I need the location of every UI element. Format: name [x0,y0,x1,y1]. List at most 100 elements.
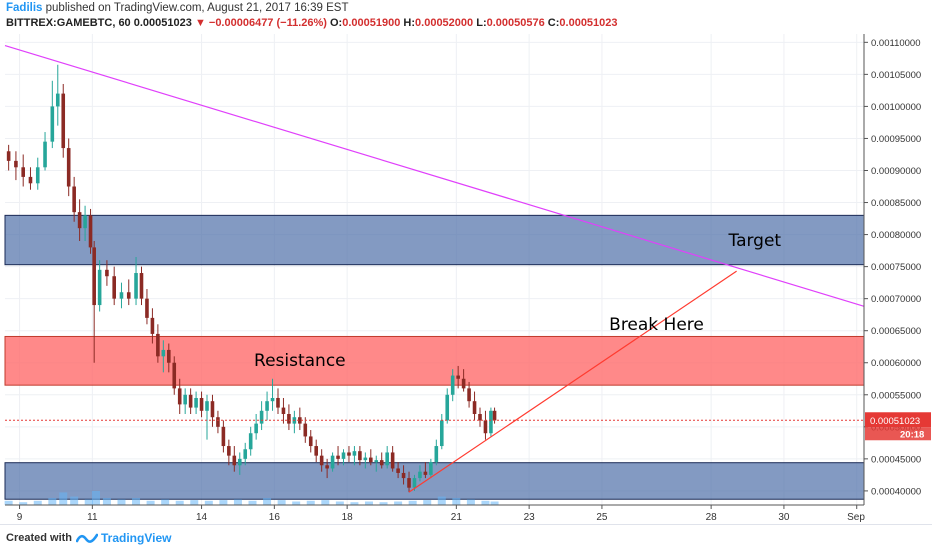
candle-body [205,401,209,411]
candle-body [379,460,384,466]
time-tick-label: 18 [342,512,354,523]
volume-bar [219,500,228,505]
volume-bar [408,500,417,505]
volume-bar [350,502,359,505]
candle-body [134,273,138,299]
volume-bar [437,496,446,505]
annotation-target: Target [728,231,782,251]
candle-body [21,167,25,177]
footer-bar: Created with TradingView [0,524,932,551]
volume-bar [204,500,213,505]
open-value: 0.00051900 [342,17,401,29]
candle-body [35,167,40,184]
candle-body [439,420,444,447]
time-tick-label: 21 [451,512,463,523]
resistance-zone-box [4,335,865,386]
candle-body [248,433,253,450]
price-tick-label: 0.00080000 [871,230,921,241]
candle-body [467,388,471,402]
volume-bar [33,500,42,505]
last-price-tag [865,412,931,428]
volume-bar [292,501,301,505]
tradingview-logo-icon[interactable] [76,531,98,545]
candle-body [199,397,204,411]
candle-body [156,333,160,357]
volume-bar [70,496,79,505]
candle-body [461,378,466,389]
volume-bar [364,501,373,505]
volume-bar [84,499,93,505]
candle-body [83,215,87,229]
candle-body [385,452,389,466]
volume-bar [117,499,126,505]
candle-body [369,457,373,463]
candle-body [434,446,439,463]
time-axis: 9 11 14 16 18 21 23 25 28 30 Sep [17,505,865,523]
candle-body [270,397,275,402]
symbol-label: BITTREX:GAMEBTC, 60 [6,17,131,29]
time-tick-label: 28 [706,512,718,523]
volume-bar [48,498,57,505]
price-axis: 0.000400000.000450000.000500000.00055000… [864,38,921,497]
candle-body [492,410,497,421]
candle-body [55,93,60,107]
candle-body [66,148,71,187]
price-tick-label: 0.00070000 [871,294,921,305]
created-with-label: Created with [6,532,73,544]
candle-body [429,462,433,475]
candle-body [363,457,368,461]
candle-body [50,106,55,142]
candle-body [139,273,144,299]
candle-body [412,478,417,488]
volume-bar [490,501,499,505]
volume-bar [161,499,170,505]
price-tick-label: 0.00055000 [871,390,921,401]
candle-body [374,460,379,463]
candle-body [281,407,286,415]
ohlc-legend: BITTREX:GAMEBTC, 60 0.00051023 ▼ −0.0000… [6,17,618,29]
publish-line: Fadilis published on TradingView.com, Au… [6,2,348,14]
volume-bar [277,500,286,505]
close-value: 0.00051023 [559,17,618,29]
candle-body [6,151,11,161]
chart-header: Fadilis published on TradingView.com, Au… [0,0,932,34]
candle-body [478,414,482,421]
candle-body [456,375,460,379]
volume-bar [306,500,315,505]
candle-body [423,471,428,475]
volume-bar [233,499,242,505]
volume-bar [132,498,141,505]
candle-body [330,455,335,469]
candle-body [183,394,187,405]
support-zone-box [4,214,865,266]
tradingview-brand[interactable]: TradingView [101,531,172,545]
price-chart[interactable]: Target Resistance Break Here 0.00040000 0.00… [0,0,932,524]
annotation-resistance: Resistance [254,351,346,371]
high-label: H: [403,17,416,29]
candle-body [259,410,264,424]
candle-body [112,276,116,299]
candle-body [390,452,395,469]
countdown-label: 20:18 [900,429,924,440]
volume-bar [335,501,344,505]
candle-body [43,141,47,168]
candle-body [150,317,155,334]
volume-bar [91,491,100,505]
time-tick-label: 30 [778,512,790,523]
candle-body [472,401,477,415]
price-tick-label: 0.00085000 [871,198,921,209]
volume-bar [175,500,184,505]
candle-body [319,455,324,466]
volume-bar [146,500,155,505]
candle-body [483,420,488,434]
candle-body [77,212,82,229]
candle-body [347,452,351,456]
price-tick-label: 0.00045000 [871,454,921,465]
time-tick-label: 14 [196,512,208,523]
descending-trendline [4,44,865,307]
price-tick-label: 0.00100000 [871,102,921,113]
candle-body [358,451,362,461]
high-value: 0.00052000 [415,17,474,29]
author-name[interactable]: Fadilis [6,2,43,14]
